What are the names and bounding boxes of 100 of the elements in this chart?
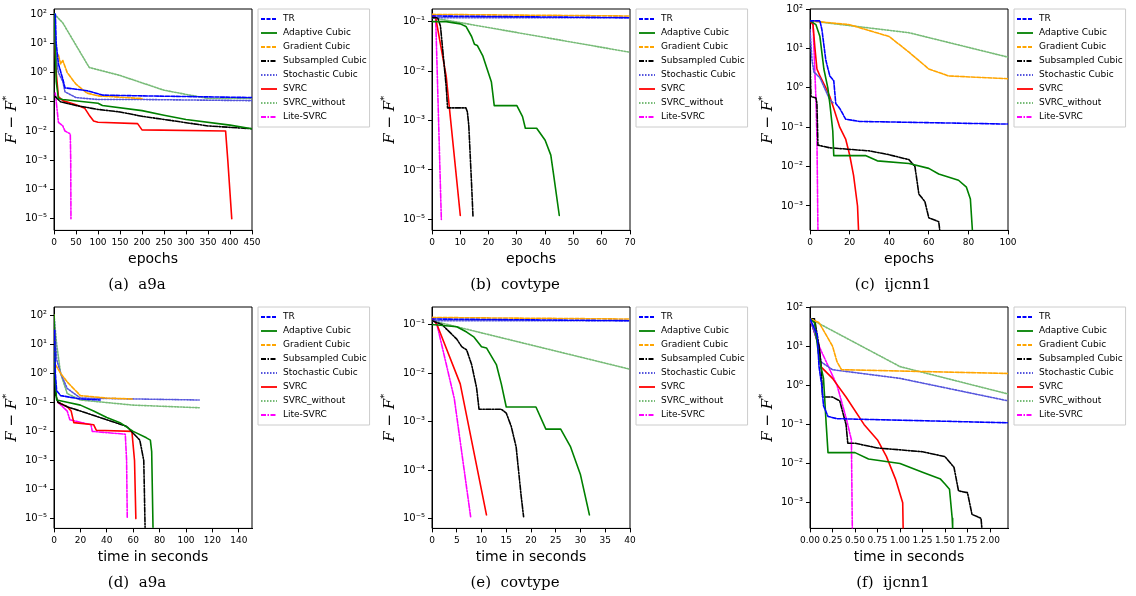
y-tick-label: 10¹ [786, 339, 804, 351]
legend-label: Stochastic Cubic [661, 69, 736, 80]
legend-label: SVRC_without [1039, 395, 1102, 406]
y-tick-label: 10⁻⁵ [25, 512, 48, 524]
x-tick-label: 70 [624, 237, 636, 248]
legend-label: Adaptive Cubic [1039, 325, 1107, 336]
x-tick-label: 35 [599, 535, 611, 546]
y-tick-label: 10⁻¹ [25, 395, 48, 407]
y-tick-label: 10⁻³ [403, 415, 426, 427]
x-tick-label: 1.50 [934, 535, 956, 546]
x-tick-label: 120 [203, 535, 222, 546]
y-tick-label: 10⁻⁵ [403, 512, 426, 524]
x-tick-label: 350 [199, 237, 217, 248]
y-tick-label: 10⁻² [403, 64, 426, 76]
x-tick-label: 5 [453, 535, 460, 546]
x-tick-label: 80 [153, 535, 166, 546]
legend-label: TR [282, 311, 295, 322]
y-tick-label: 10⁻³ [25, 153, 48, 165]
legend-label: SVRC [1039, 381, 1063, 392]
y-tick-label: 10⁻⁴ [25, 483, 48, 495]
y-tick-label: 10⁻⁴ [403, 163, 426, 175]
x-tick-label: 50 [70, 237, 83, 248]
legend-label: Subsampled Cubic [1039, 353, 1123, 364]
legend-label: Adaptive Cubic [661, 325, 729, 336]
legend-label: Stochastic Cubic [661, 367, 736, 378]
legend-label: TR [1038, 311, 1051, 322]
x-tick-label: 60 [127, 535, 140, 546]
x-tick-label: 40 [883, 237, 896, 248]
y-tick-label: 10⁻³ [403, 114, 426, 126]
legend-label: TR [282, 13, 295, 24]
x-tick-label: 150 [111, 237, 129, 248]
y-tick-label: 10² [30, 7, 48, 19]
x-tick-label: 1.00 [889, 535, 911, 546]
y-axis-title: F − F* [0, 95, 20, 145]
legend-label: SVRC_without [283, 395, 346, 406]
x-tick-label: 400 [221, 237, 239, 248]
x-tick-label: 100 [89, 237, 107, 248]
y-tick-label: 10⁻³ [25, 454, 48, 466]
legend-label: Subsampled Cubic [1039, 55, 1123, 66]
legend-label: Subsampled Cubic [283, 55, 367, 66]
text: (c) ijcnn1 [854, 274, 932, 293]
y-axis-title: F − F* [755, 393, 776, 443]
y-tick-label: 10⁻⁴ [25, 183, 48, 195]
x-tick-label: 50 [567, 237, 580, 248]
y-tick-label: 10⁻⁵ [403, 213, 426, 225]
x-tick-label: 0.50 [844, 535, 866, 546]
x-axis-title: time in seconds [853, 548, 965, 565]
x-tick-label: 60 [923, 237, 935, 248]
legend-label: Adaptive Cubic [661, 27, 729, 38]
y-axis-title: F − F* [755, 95, 776, 145]
y-tick-label: 10⁻¹ [781, 417, 804, 429]
y-tick-label: 10⁻¹ [403, 318, 426, 330]
x-tick-label: 0 [429, 535, 436, 546]
x-tick-label: 10 [454, 237, 467, 248]
legend-label: Adaptive Cubic [283, 325, 351, 336]
x-tick-label: 0.75 [867, 535, 888, 546]
text: (f) ijcnn1 [856, 572, 930, 591]
legend-label: SVRC [283, 83, 307, 94]
x-axis-title: epochs [884, 250, 934, 267]
x-tick-label: 0 [807, 237, 814, 248]
legend-label: SVRC_without [283, 97, 346, 108]
x-tick-label: 450 [243, 237, 261, 248]
legend-label: SVRC [1039, 83, 1063, 94]
y-tick-label: 10² [786, 2, 804, 14]
line-series [810, 317, 1008, 424]
y-tick-label: 10⁻⁴ [403, 463, 426, 475]
x-tick-label: 40 [624, 535, 636, 546]
y-tick-label: 10¹ [786, 41, 804, 53]
y-tick-label: 10⁰ [786, 81, 804, 93]
legend-label: Stochastic Cubic [1039, 367, 1114, 378]
legend-label: SVRC [283, 381, 307, 392]
x-tick-label: 40 [539, 237, 552, 248]
legend-label: Lite-SVRC [1039, 409, 1083, 420]
y-tick-label: 10⁻² [25, 124, 48, 136]
y-tick-label: 10⁻¹ [781, 120, 804, 132]
legend-label: Gradient Cubic [283, 41, 351, 52]
x-axis-title: epochs [506, 250, 556, 267]
text: (d) a9a [107, 572, 167, 591]
x-tick-label: 0.00 [799, 535, 821, 546]
legend-label: Lite-SVRC [283, 409, 327, 420]
legend-label: Lite-SVRC [661, 111, 705, 122]
x-tick-label: 80 [962, 237, 975, 248]
legend-label: SVRC_without [661, 97, 724, 108]
legend-label: SVRC_without [661, 395, 724, 406]
x-tick-label: 20 [482, 237, 495, 248]
legend-label: Lite-SVRC [661, 409, 705, 420]
x-tick-label: 10 [475, 535, 488, 546]
x-axis-title: time in seconds [97, 548, 209, 565]
x-tick-label: 30 [511, 237, 523, 248]
y-tick-label: 10⁰ [30, 66, 48, 78]
legend-label: Stochastic Cubic [283, 367, 358, 378]
legend-label: SVRC [661, 83, 685, 94]
y-axis-title: F − F* [377, 95, 398, 145]
legend-label: Gradient Cubic [283, 339, 351, 350]
y-axis-title: F − F* [377, 393, 398, 443]
y-tick-label: 10⁻³ [781, 496, 804, 508]
x-tick-label: 0 [51, 237, 58, 248]
y-tick-label: 10⁻² [403, 366, 426, 378]
x-tick-label: 100 [177, 535, 195, 546]
x-tick-label: 20 [843, 237, 856, 248]
